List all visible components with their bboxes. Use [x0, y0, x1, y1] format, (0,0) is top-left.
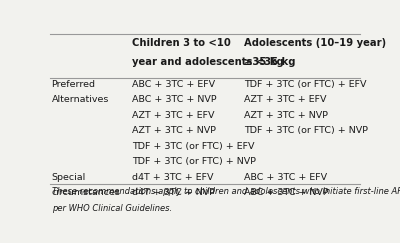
Text: ABC + 3TC + NVP: ABC + 3TC + NVP: [244, 188, 328, 197]
Text: AZT + 3TC + EFV: AZT + 3TC + EFV: [132, 111, 215, 120]
Text: TDF + 3TC (or FTC) + NVP: TDF + 3TC (or FTC) + NVP: [132, 157, 256, 166]
Text: per WHO Clinical Guidelines.: per WHO Clinical Guidelines.: [52, 204, 172, 213]
Text: AZT + 3TC + NVP: AZT + 3TC + NVP: [132, 126, 216, 135]
Text: ≥35 kg: ≥35 kg: [244, 57, 284, 67]
Text: These recommendations apply to children and adolescents who initiate first-line : These recommendations apply to children …: [52, 187, 400, 196]
Text: TDF + 3TC (or FTC) + EFV: TDF + 3TC (or FTC) + EFV: [244, 80, 366, 89]
Text: Special: Special: [52, 173, 86, 182]
Text: circumstances: circumstances: [52, 188, 120, 197]
Text: TDF + 3TC (or FTC) + EFV: TDF + 3TC (or FTC) + EFV: [132, 142, 255, 151]
Text: TDF + 3TC (or FTC) + NVP: TDF + 3TC (or FTC) + NVP: [244, 126, 368, 135]
Text: Adolescents (10–19 year): Adolescents (10–19 year): [244, 38, 386, 48]
Text: year and adolescents <35 kg: year and adolescents <35 kg: [132, 57, 296, 67]
Text: ABC + 3TC + NVP: ABC + 3TC + NVP: [132, 95, 217, 104]
Text: AZT + 3TC + NVP: AZT + 3TC + NVP: [244, 111, 328, 120]
Text: d4T + 3TC + NVP: d4T + 3TC + NVP: [132, 188, 215, 197]
Text: Preferred: Preferred: [52, 80, 96, 89]
Text: AZT + 3TC + EFV: AZT + 3TC + EFV: [244, 95, 326, 104]
Text: ABC + 3TC + EFV: ABC + 3TC + EFV: [132, 80, 215, 89]
Text: Alternatives: Alternatives: [52, 95, 109, 104]
Text: d4T + 3TC + EFV: d4T + 3TC + EFV: [132, 173, 214, 182]
Text: Children 3 to <10: Children 3 to <10: [132, 38, 231, 48]
Text: ABC + 3TC + EFV: ABC + 3TC + EFV: [244, 173, 327, 182]
